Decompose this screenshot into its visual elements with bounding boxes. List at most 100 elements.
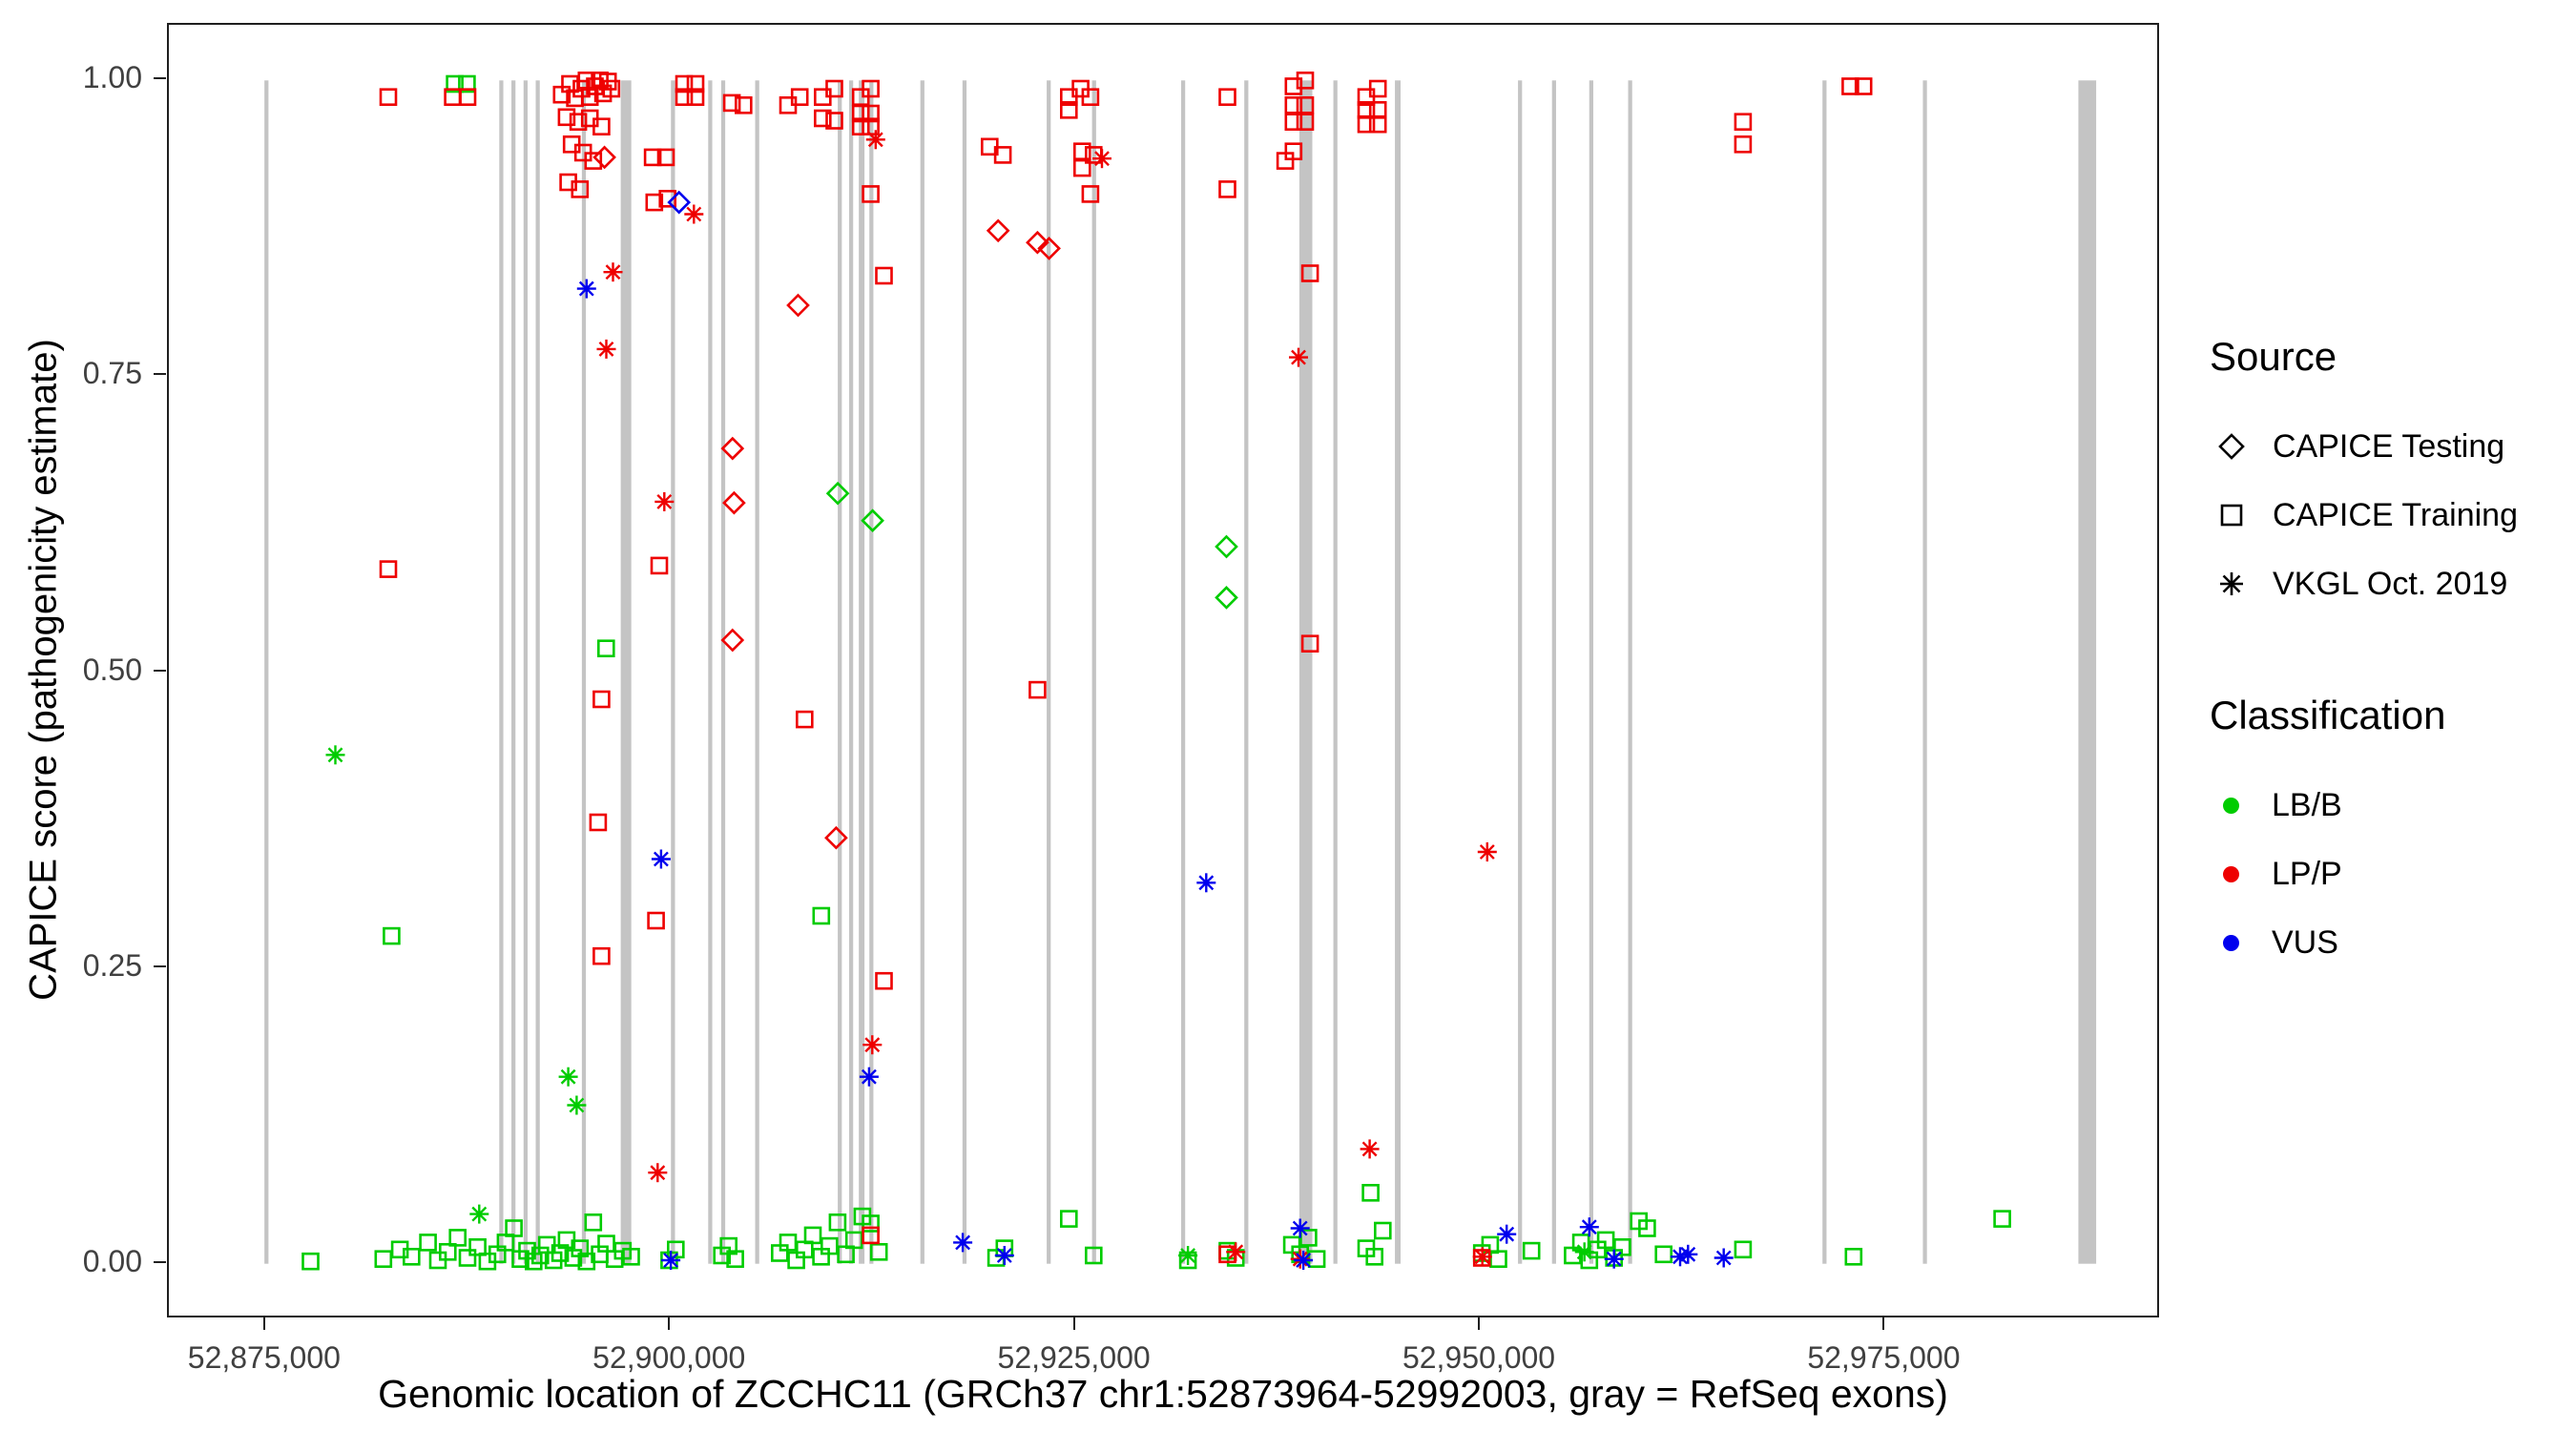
x-axis-tick	[1882, 1317, 1885, 1330]
data-point-square	[862, 79, 880, 98]
legend-source-label: CAPICE Training	[2273, 496, 2518, 533]
data-point-square	[557, 108, 576, 127]
data-point-square	[993, 146, 1012, 164]
data-point-diamond	[1215, 534, 1238, 559]
exon-bar	[1551, 80, 1556, 1264]
exon-bar	[1091, 80, 1096, 1264]
data-point-square	[803, 1226, 822, 1245]
legend-classification-items: LB/B LP/P VUS	[2210, 771, 2572, 977]
data-point-square	[726, 1250, 744, 1268]
data-point-square	[686, 88, 705, 106]
data-point-diamond	[1215, 586, 1238, 610]
data-point-square	[1854, 77, 1873, 95]
data-point-square	[862, 1226, 880, 1245]
y-tick-label: 0.75	[82, 356, 142, 391]
exon-bar	[620, 80, 632, 1264]
legend-classification-label: LP/P	[2272, 855, 2342, 892]
legend-panel: Source CAPICE Testing CAPICE Training VKGL…	[2210, 334, 2572, 977]
data-point-diamond	[786, 293, 810, 318]
data-point-square	[675, 88, 694, 106]
data-point-asterisk	[862, 1035, 883, 1055]
data-point-square	[458, 88, 477, 106]
exon-bar	[1047, 80, 1051, 1264]
data-point-square	[686, 74, 705, 93]
exon-bar	[1822, 80, 1827, 1264]
data-point-square	[1284, 77, 1303, 95]
data-point-square	[658, 190, 677, 208]
x-axis-tick	[1478, 1317, 1481, 1330]
exon-bar	[511, 80, 516, 1264]
data-point-square	[383, 926, 401, 945]
x-tick-label: 52,875,000	[187, 1340, 341, 1375]
data-point-square	[875, 971, 893, 990]
x-axis-tick	[1072, 1317, 1075, 1330]
x-axis-tick	[668, 1317, 671, 1330]
exon-bar	[1922, 80, 1927, 1264]
data-point-asterisk	[567, 1095, 587, 1115]
data-point-diamond	[720, 436, 745, 461]
data-point-square	[1368, 79, 1387, 98]
data-point-square	[468, 1238, 487, 1256]
data-point-asterisk	[865, 130, 885, 150]
exon-bar	[1298, 80, 1313, 1264]
data-point-square	[851, 117, 870, 135]
data-point-square	[438, 1243, 457, 1261]
exon-bar	[755, 80, 759, 1264]
data-point-square	[1734, 113, 1753, 131]
data-point-square	[1734, 135, 1753, 154]
data-point-diamond	[592, 145, 616, 170]
data-point-square	[602, 79, 621, 98]
data-point-square	[589, 813, 608, 832]
data-point-square	[1284, 113, 1303, 131]
data-point-asterisk	[1472, 1247, 1492, 1267]
data-point-square	[1081, 185, 1100, 203]
data-point-asterisk	[576, 279, 596, 299]
x-tick-label: 52,950,000	[1402, 1340, 1556, 1375]
data-point-square	[569, 113, 588, 131]
data-point-square	[862, 104, 880, 123]
data-point-square	[813, 109, 832, 128]
data-point-square	[1300, 264, 1319, 282]
data-point-square	[458, 1249, 477, 1267]
data-point-asterisk	[1178, 1246, 1198, 1265]
exon-bar	[581, 80, 587, 1264]
data-point-asterisk	[469, 1204, 489, 1224]
data-point-square	[1296, 113, 1315, 131]
data-point-square	[825, 112, 843, 130]
data-point-diamond	[667, 190, 692, 215]
data-point-square	[1654, 1245, 1672, 1264]
legend-classification-label: LB/B	[2272, 786, 2342, 823]
data-point-diamond	[986, 218, 1010, 243]
data-point-square	[675, 74, 694, 93]
data-point-square	[571, 180, 590, 198]
exon-bar	[1628, 80, 1632, 1264]
exon-bar	[920, 80, 924, 1264]
data-point-asterisk	[953, 1233, 973, 1253]
exon-bar	[499, 80, 504, 1264]
data-point-asterisk	[603, 262, 623, 282]
data-point-square	[622, 1248, 640, 1266]
legend-item-source: CAPICE Training	[2210, 481, 2572, 550]
data-point-diamond	[720, 628, 745, 653]
exon-bar	[848, 80, 854, 1264]
data-point-square	[862, 185, 880, 203]
y-axis-tick	[154, 77, 166, 80]
data-point-square	[1844, 1248, 1863, 1266]
exon-bar	[535, 80, 540, 1264]
data-point-asterisk	[1477, 842, 1497, 861]
data-point-square	[592, 117, 611, 135]
data-point-asterisk	[654, 491, 675, 511]
data-point-square	[505, 1219, 523, 1237]
data-point-asterisk	[325, 745, 345, 765]
y-axis-tick	[154, 669, 166, 672]
exon-bar	[1518, 80, 1523, 1264]
legend-item-source: VKGL Oct. 2019	[2210, 550, 2572, 618]
data-point-asterisk	[1092, 149, 1111, 169]
data-point-square	[1284, 96, 1303, 114]
scatter-plot-canvas	[264, 71, 2097, 1271]
y-tick-label: 0.50	[82, 652, 142, 687]
data-point-diamond	[825, 481, 850, 506]
data-point-square	[584, 1213, 603, 1232]
data-point-square	[1596, 1231, 1615, 1250]
data-point-square	[1072, 142, 1091, 160]
